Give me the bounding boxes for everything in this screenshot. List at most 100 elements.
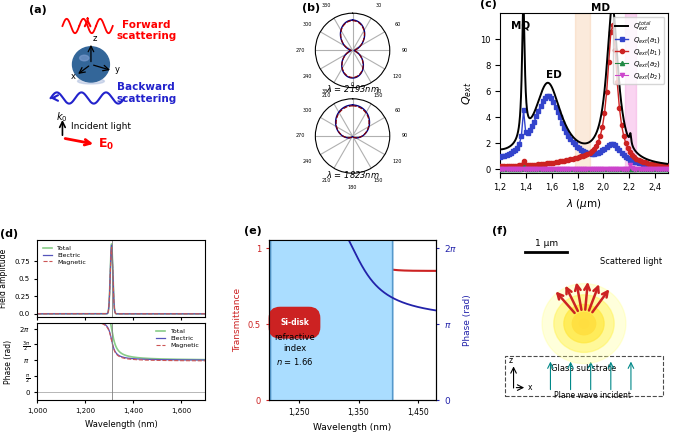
Magnetic: [196, 358, 204, 363]
Text: y: y: [115, 66, 119, 74]
Total: [196, 311, 204, 316]
Text: x: x: [71, 72, 76, 81]
Circle shape: [542, 284, 626, 363]
Electric: [196, 357, 204, 363]
Text: x: x: [527, 383, 532, 392]
Total: [42, 295, 50, 301]
Text: (a): (a): [29, 5, 47, 15]
Total: [196, 357, 204, 362]
Total: [201, 311, 209, 316]
Total: [115, 348, 123, 354]
Electric: [33, 311, 41, 316]
Electric: [111, 306, 119, 312]
Electric: [196, 311, 204, 316]
Legend: Total, Electric, Magnetic: Total, Electric, Magnetic: [41, 243, 89, 267]
Electric: [165, 311, 174, 316]
Line: Magnetic: Magnetic: [37, 247, 205, 314]
X-axis label: Wavelength (nm): Wavelength (nm): [313, 422, 392, 432]
Text: $\lambda$ = 2193nm: $\lambda$ = 2193nm: [325, 83, 380, 94]
Electric: [111, 347, 119, 352]
Text: $\lambda$ = 1823nm: $\lambda$ = 1823nm: [325, 169, 380, 180]
Line: Electric: Electric: [37, 319, 205, 360]
Total: [196, 357, 204, 362]
Electric: [42, 317, 50, 322]
Total: [115, 311, 123, 316]
Line: Magnetic: Magnetic: [37, 320, 205, 361]
Text: MD: MD: [591, 3, 610, 13]
Line: Total: Total: [37, 298, 205, 359]
Y-axis label: Transmittance: Transmittance: [233, 288, 243, 352]
Total: [108, 241, 116, 246]
Text: (f): (f): [492, 226, 507, 236]
Magnetic: [111, 306, 119, 312]
Ellipse shape: [79, 55, 89, 61]
FancyBboxPatch shape: [271, 4, 393, 440]
Magnetic: [115, 311, 123, 316]
Magnetic: [42, 311, 50, 316]
Electric: [201, 311, 209, 316]
Text: refractive
index
$n$ = 1.66: refractive index $n$ = 1.66: [274, 333, 315, 367]
Text: (e): (e): [243, 226, 261, 236]
Text: 1 μm: 1 μm: [535, 239, 558, 249]
Magnetic: [111, 348, 119, 353]
Electric: [196, 357, 204, 363]
Total: [111, 339, 119, 345]
Bar: [625, 13, 635, 173]
Electric: [33, 317, 41, 322]
Bar: [505, 356, 663, 396]
Text: (d): (d): [1, 228, 18, 238]
Total: [42, 311, 50, 316]
Electric: [115, 353, 123, 358]
Circle shape: [73, 47, 109, 82]
Electric: [196, 311, 204, 316]
Text: Scattered light: Scattered light: [600, 257, 662, 266]
Legend: $Q_{ext}^{total}$, $Q_{ext}(a_1)$, $Q_{ext}(b_1)$, $Q_{ext}(a_2)$, $Q_{ext}(b_2): $Q_{ext}^{total}$, $Q_{ext}(a_1)$, $Q_{e…: [612, 17, 664, 84]
Line: Electric: Electric: [37, 246, 205, 314]
Circle shape: [579, 319, 589, 328]
Electric: [42, 311, 50, 316]
Total: [196, 311, 204, 316]
Text: ED: ED: [546, 70, 562, 80]
Magnetic: [42, 318, 50, 323]
Text: $k_0$: $k_0$: [56, 110, 67, 124]
Total: [111, 306, 119, 312]
Magnetic: [108, 245, 116, 250]
Total: [33, 295, 41, 301]
Y-axis label: Field amplitude: Field amplitude: [0, 249, 8, 308]
Legend: Total, Electric, Magnetic: Total, Electric, Magnetic: [154, 326, 202, 350]
Bar: [575, 13, 591, 173]
Ellipse shape: [77, 78, 104, 84]
Electric: [201, 357, 209, 363]
Total: [165, 311, 174, 316]
X-axis label: $\lambda$ ($\mu$m): $\lambda$ ($\mu$m): [566, 198, 602, 212]
Magnetic: [165, 311, 174, 316]
Text: Si-disk: Si-disk: [280, 318, 309, 327]
Text: Backward
scattering: Backward scattering: [116, 82, 176, 104]
Y-axis label: $Q_{ext}$: $Q_{ext}$: [460, 81, 475, 105]
Y-axis label: Phase (rad): Phase (rad): [4, 340, 14, 384]
Text: Incident light: Incident light: [71, 122, 131, 131]
Circle shape: [554, 295, 614, 352]
Magnetic: [196, 311, 204, 316]
Circle shape: [572, 312, 596, 335]
Magnetic: [33, 311, 41, 316]
Magnetic: [201, 311, 209, 316]
Circle shape: [564, 304, 604, 343]
Y-axis label: Phase (rad): Phase (rad): [463, 294, 472, 346]
Magnetic: [196, 358, 204, 363]
Text: (c): (c): [480, 0, 497, 9]
Electric: [165, 357, 174, 363]
Total: [201, 357, 209, 362]
Text: Glass substrate: Glass substrate: [551, 364, 616, 373]
Text: Forward
scattering: Forward scattering: [116, 20, 176, 41]
Total: [33, 311, 41, 316]
Magnetic: [165, 358, 174, 363]
Text: Plane wave incident: Plane wave incident: [554, 391, 631, 400]
Electric: [108, 243, 116, 248]
Text: z: z: [93, 34, 97, 43]
Magnetic: [201, 358, 209, 363]
X-axis label: Wavelength (nm): Wavelength (nm): [85, 420, 157, 429]
Text: z: z: [508, 356, 513, 365]
Magnetic: [33, 318, 41, 323]
Magnetic: [196, 311, 204, 316]
